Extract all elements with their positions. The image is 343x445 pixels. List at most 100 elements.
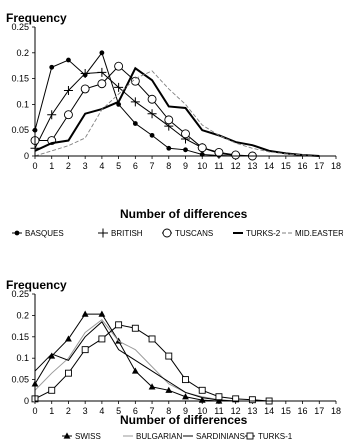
chart-1-x-tick-label: 10 <box>197 161 207 171</box>
chart-1-legend-marker-british <box>98 228 108 238</box>
chart-2-point-turks-1 <box>165 352 173 360</box>
chart-1-x-tick-label: 17 <box>314 161 324 171</box>
chart-2-series-line-sardinians <box>34 321 236 402</box>
chart-1-point-tuscans <box>164 115 174 125</box>
chart-2-point-turks-1 <box>131 324 139 332</box>
chart-2-point-turks-1 <box>64 369 72 377</box>
chart-1-y-tick-label: 0.1 <box>16 99 29 109</box>
chart-2-series-swiss <box>31 310 223 404</box>
chart-2-point-turks-1 <box>148 335 156 343</box>
chart-2-point-swiss <box>65 335 72 342</box>
chart-1-point-basques <box>132 121 138 126</box>
chart-1-x-tick-label: 2 <box>66 161 71 171</box>
chart-1-x-tick-label: 4 <box>99 161 104 171</box>
chart-1-point-british <box>97 67 107 77</box>
chart-1-legend-marker-basques <box>14 230 20 236</box>
chart-2-x-tick-label: 1 <box>49 406 54 416</box>
chart-1-x-tick-label: 3 <box>83 161 88 171</box>
chart-2-xlabel: Number of differences <box>120 413 248 427</box>
chart-2-x-tick-label: 12 <box>231 406 241 416</box>
chart-2-y-tick-label: 0.2 <box>16 310 29 320</box>
chart-1-point-tuscans <box>114 61 124 71</box>
chart-2-point-turks-1 <box>182 376 189 384</box>
chart-1-legend-label-tuscans: TUSCANS <box>175 229 213 238</box>
chart-1-x-tick-label: 11 <box>214 161 223 171</box>
chart-1-y-tick-label: 0.25 <box>11 22 29 32</box>
chart-1-x-tick-label: 0 <box>32 161 37 171</box>
chart-1-x-tick-label: 12 <box>231 161 241 171</box>
chart-2-legend-item-turks-1: TURKS-1 <box>245 432 293 441</box>
chart-1-x-tick-label: 18 <box>331 161 341 171</box>
chart-2-point-turks-1 <box>248 396 256 404</box>
chart-2-x-tick-label: 13 <box>247 406 257 416</box>
chart-1-point-basques <box>166 145 172 151</box>
chart-1-point-tuscans <box>231 150 241 160</box>
chart-1-point-tuscans <box>181 129 190 139</box>
chart-1-x-tick-label: 8 <box>166 161 171 171</box>
chart-1-point-tuscans <box>97 79 107 89</box>
chart-1-point-basques <box>183 147 188 153</box>
chart-2-x-tick-label: 3 <box>83 406 88 416</box>
chart-1-point-british <box>80 68 90 78</box>
chart-1-point-basques <box>49 64 55 70</box>
chart-2-y-tick-label: 0.25 <box>11 289 29 299</box>
chart-1-legend-item-british: BRITISH <box>98 228 143 238</box>
chart-1-point-tuscans <box>197 143 207 153</box>
chart-2-legend-marker-swiss <box>63 432 71 439</box>
chart-1-x-tick-label: 5 <box>116 161 121 171</box>
chart-2-x-tick-label: 14 <box>264 406 274 416</box>
chart-2-y-tick-label: 0.15 <box>11 332 29 342</box>
chart-2-point-turks-1 <box>215 393 223 401</box>
chart-2-y-tick-label: 0.1 <box>16 353 29 363</box>
chart-2-legend-label-swiss: SWISS <box>75 432 101 441</box>
chart-2-point-swiss <box>165 386 173 393</box>
chart-1-point-british <box>47 110 57 120</box>
chart-2-point-turks-1 <box>198 386 206 394</box>
chart-2-point-swiss <box>98 310 106 317</box>
chart-2-series-sardinians <box>34 321 236 402</box>
chart-1-legend-label-mid-easter: MID.EASTER <box>295 229 343 238</box>
chart-2-series-line-bulgarian <box>34 318 236 402</box>
chart-1-series-tuscans <box>30 61 257 161</box>
chart-1-point-british <box>130 97 140 107</box>
chart-1-point-british <box>63 85 73 95</box>
chart-1-series-mid-easter <box>34 70 320 157</box>
chart-2-legend: SWISS BULGARIAN SARDINIANS TURKS-1 <box>62 432 293 441</box>
chart-1-ylabel: Frequency <box>6 11 67 25</box>
chart-1-point-british <box>147 109 157 119</box>
chart-1-x-tick-label: 15 <box>281 161 291 171</box>
chart-1-legend-label-turks-2: TURKS-2 <box>246 229 281 238</box>
chart-1-legend-item-tuscans: TUSCANS <box>162 228 213 238</box>
chart-1-y-tick-label: 0.2 <box>16 48 29 58</box>
chart-1-legend-label-basques: BASQUES <box>25 229 64 238</box>
chart-2-ylabel: Frequency <box>6 278 67 292</box>
chart-1-legend-item-turks-2: TURKS-2 <box>233 229 281 238</box>
chart-1-y-tick-label: 0 <box>24 151 29 161</box>
chart-2-legend-item-sardinians: SARDINIANS <box>183 432 245 441</box>
chart-2-x-tick-label: 7 <box>150 406 155 416</box>
chart-1-y-tick-label: 0.05 <box>11 125 29 135</box>
chart-2-point-turks-1 <box>115 321 123 329</box>
chart-1-point-tuscans <box>80 84 90 94</box>
chart-1-point-tuscans <box>63 110 73 120</box>
chart-1-x-tick-label: 1 <box>49 161 54 171</box>
chart-1-legend: BASQUES BRITISH TUSCANS TURKS-2 MID.EASTER <box>12 228 343 238</box>
chart-1-x-tick-label: 13 <box>247 161 257 171</box>
chart-2: Frequency Number of differences 0 0.05 0.1… <box>6 278 341 441</box>
chart-2-point-swiss <box>182 393 189 400</box>
chart-2-point-swiss <box>48 352 56 359</box>
chart-2-point-turks-1 <box>98 335 106 343</box>
chart-2-point-turks-1 <box>232 395 240 403</box>
chart-1-series-line-mid-easter <box>34 70 320 157</box>
chart-2-point-turks-1 <box>48 386 56 394</box>
chart-2-x-tick-label: 4 <box>99 406 104 416</box>
chart-1: Frequency Number of differences 0 0.05 0.1… <box>6 11 343 238</box>
chart-1-series-turks-2 <box>34 66 320 157</box>
chart-1-x-tick-label: 7 <box>150 161 155 171</box>
chart-1-legend-label-british: BRITISH <box>111 229 143 238</box>
chart-1-series-line-turks-2 <box>34 66 320 157</box>
chart-2-legend-item-swiss: SWISS <box>62 432 101 441</box>
chart-1-x-tick-label: 14 <box>264 161 274 171</box>
chart-1-x-tick-label: 6 <box>133 161 138 171</box>
chart-2-x-tick-label: 11 <box>214 406 223 416</box>
